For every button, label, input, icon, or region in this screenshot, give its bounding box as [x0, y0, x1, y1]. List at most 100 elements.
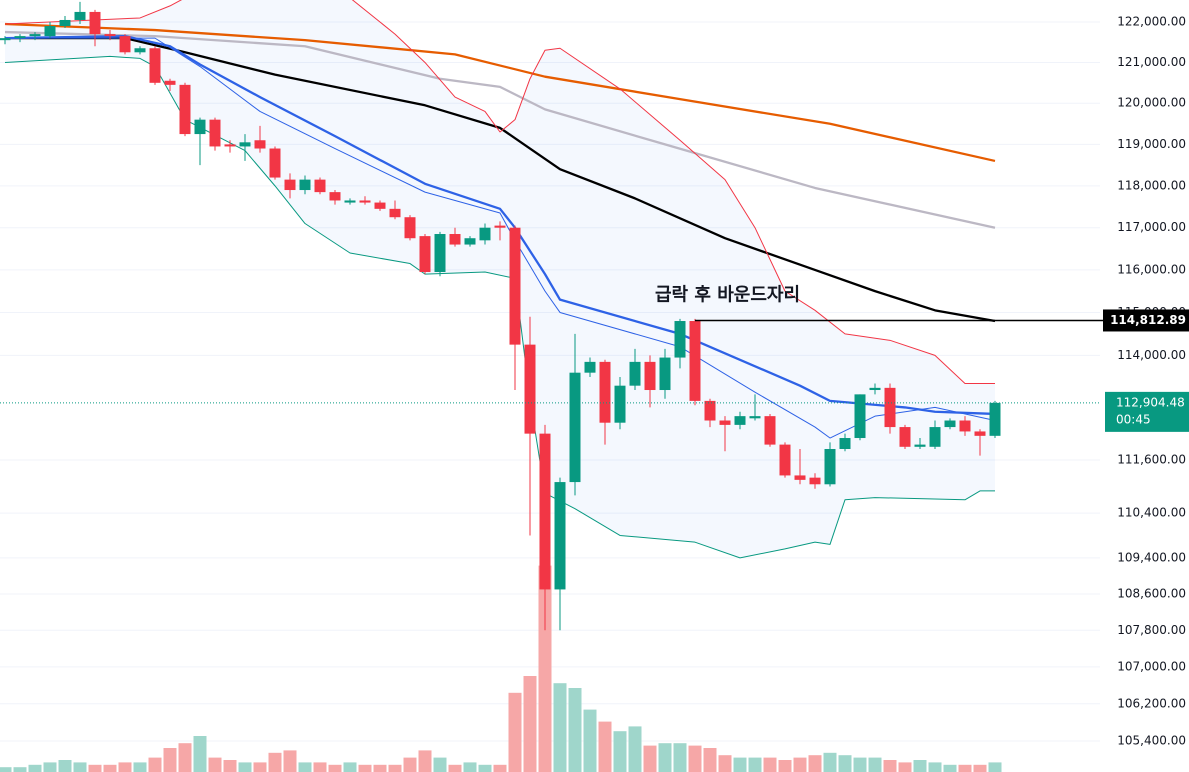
overlays: 112,904.48 00:45 114,812.89 급락 후 바운드자리 — [0, 284, 1189, 432]
band-fill — [5, 0, 995, 558]
volume-bar — [223, 760, 237, 772]
candle-body — [569, 372, 581, 483]
annotation-price-box — [1103, 309, 1189, 332]
candle-body — [794, 475, 806, 480]
candle-body — [584, 361, 596, 373]
candle-body — [539, 433, 551, 590]
candle-body — [374, 202, 386, 209]
volume-bar — [808, 755, 822, 772]
volume-bar — [283, 750, 297, 772]
candle-body — [989, 402, 1001, 436]
candle-body — [494, 225, 506, 228]
volume-bar — [508, 692, 522, 772]
volume-bar — [583, 709, 597, 772]
candle-body — [299, 179, 311, 191]
volume-bar — [553, 683, 567, 772]
y-tick-label: 109,400.00 — [1117, 550, 1186, 564]
indicator-line — [5, 36, 996, 323]
volume-bar — [463, 762, 477, 772]
candle-body — [674, 321, 686, 358]
candle-body — [779, 444, 791, 476]
volume-bar — [88, 764, 102, 772]
y-tick-label: 105,400.00 — [1117, 733, 1186, 747]
volume-bar — [718, 755, 732, 772]
volume-bar — [43, 762, 57, 772]
candle-body — [14, 36, 26, 39]
volume-bar — [58, 760, 72, 772]
indicator-line — [4, 0, 995, 385]
y-tick-label: 108,600.00 — [1117, 586, 1186, 600]
volume-bar — [733, 757, 747, 772]
volume-bar — [298, 762, 312, 772]
candle-body — [764, 416, 776, 445]
candle-body — [704, 400, 716, 421]
candle-body — [689, 321, 701, 401]
volume-bar — [703, 748, 717, 772]
volume-bar — [208, 757, 222, 772]
candle-body — [749, 416, 761, 419]
candle-body — [839, 438, 851, 449]
candle-body — [419, 236, 431, 273]
candle-body — [959, 420, 971, 432]
candle-body — [929, 427, 941, 447]
volume-bar — [343, 762, 357, 772]
y-tick-label: 111,600.00 — [1117, 452, 1186, 466]
candle-body — [854, 394, 866, 439]
volume-bar — [493, 764, 507, 772]
volume-bar — [268, 752, 282, 772]
volume-bar — [373, 764, 387, 772]
volume-bar — [628, 726, 642, 772]
volume-bar — [358, 764, 372, 772]
volume-bar — [568, 688, 582, 772]
candle-body — [884, 387, 896, 428]
candle-body — [914, 444, 926, 447]
volume-bar — [868, 757, 882, 772]
y-tick-label: 118,000.00 — [1117, 178, 1186, 192]
volume-bar — [943, 764, 957, 772]
candle-body — [44, 26, 56, 37]
volume-bar — [658, 743, 672, 772]
candle-body — [194, 119, 206, 135]
candle-body — [599, 361, 611, 423]
y-tick-label: 110,400.00 — [1117, 506, 1186, 520]
volume-bar — [898, 762, 912, 772]
annotation-price-label: 114,812.89 — [1110, 313, 1186, 327]
candle-body — [524, 344, 536, 434]
candle-body — [479, 227, 491, 241]
last-price-box — [1105, 391, 1189, 432]
candle-body — [509, 227, 521, 345]
last-price-label: 112,904.48 — [1116, 395, 1185, 409]
volume-bar — [643, 745, 657, 772]
candle-body — [164, 80, 176, 85]
candle-body — [134, 48, 146, 53]
candle-body — [614, 385, 626, 423]
candle-body — [224, 144, 236, 147]
volume-bar — [403, 757, 417, 772]
price-axis: 122,000.00 121,000.00 120,000.00 119,000.00… — [1117, 14, 1186, 747]
volume-bar — [838, 755, 852, 772]
candle-body — [74, 11, 86, 20]
volume-bar — [448, 764, 462, 772]
volume-bar — [823, 752, 837, 772]
volume-bar — [193, 736, 207, 772]
volume-bar — [883, 760, 897, 772]
volume-bar — [673, 743, 687, 772]
volume-bar — [388, 764, 402, 772]
candle-body — [254, 140, 266, 149]
candle-body — [344, 200, 356, 203]
candle-body — [314, 179, 326, 193]
candle-body — [404, 217, 416, 239]
volume-bar — [148, 757, 162, 772]
candle-body — [0, 38, 11, 41]
volume-bar — [538, 565, 552, 772]
countdown-label: 00:45 — [1116, 412, 1151, 426]
y-tick-label: 107,800.00 — [1117, 623, 1186, 637]
y-tick-label: 120,000.00 — [1117, 96, 1186, 110]
volume-bar — [913, 760, 927, 772]
volume-bar — [238, 762, 252, 772]
indicator-line — [4, 30, 996, 229]
volume-bar — [778, 760, 792, 772]
y-tick-label: 106,200.00 — [1117, 696, 1186, 710]
y-tick-label: 119,000.00 — [1117, 137, 1186, 151]
candle-body — [629, 361, 641, 386]
